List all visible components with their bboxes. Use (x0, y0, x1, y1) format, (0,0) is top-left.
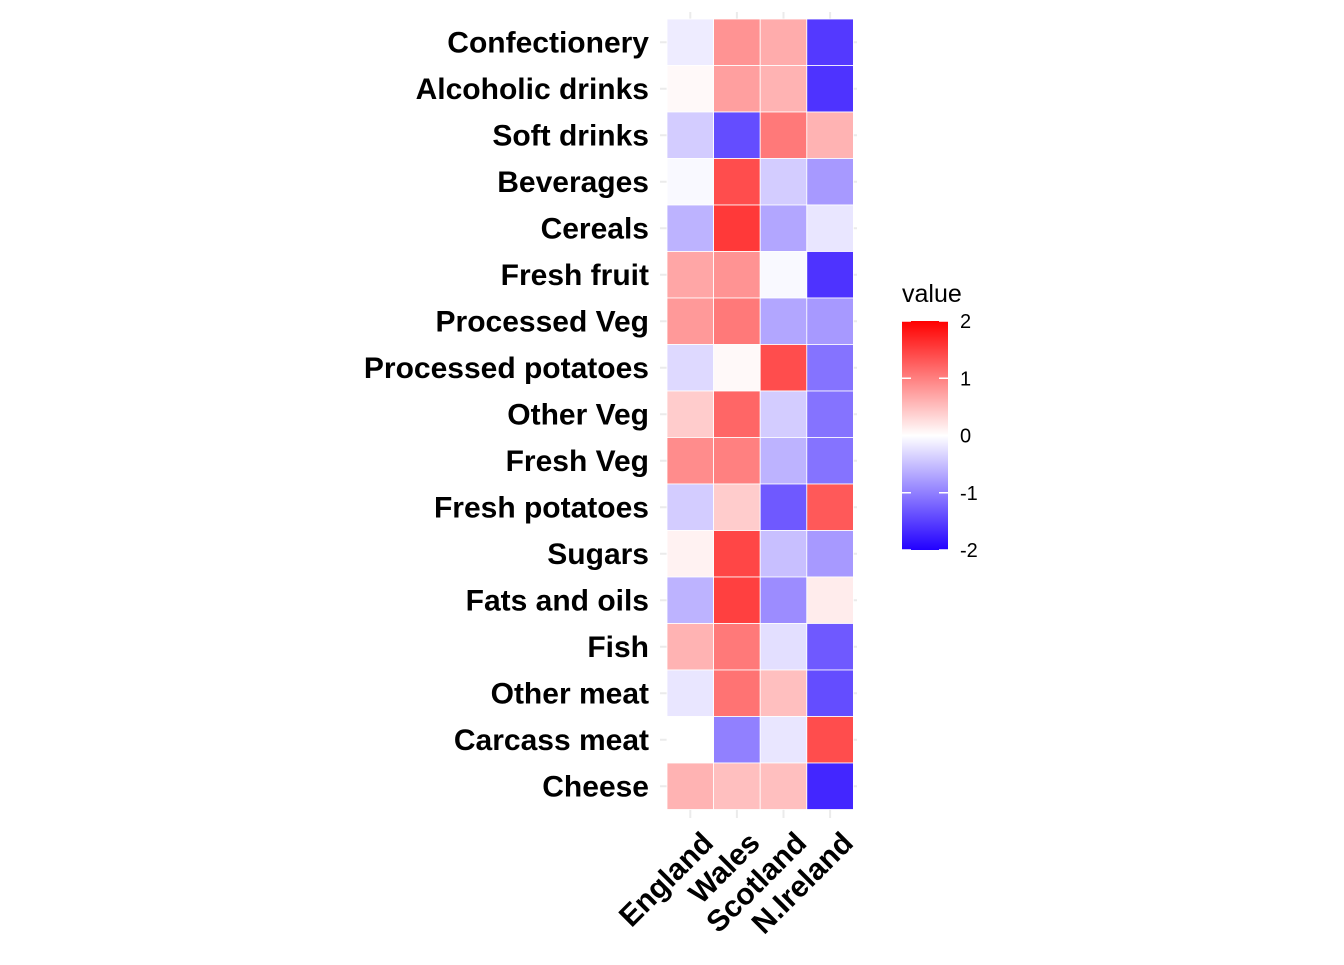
tile-processed-potatoes-scotland (759, 344, 808, 392)
tile-fresh-veg-scotland (759, 437, 808, 485)
tile-alcoholic-drinks-wales (713, 65, 761, 113)
tile-alcoholic-drinks-england (666, 65, 714, 113)
tile-fresh-potatoes-n-ireland (806, 483, 854, 531)
tile-other-meat-n-ireland (806, 669, 854, 717)
legend-tick-label-neg1: -1 (960, 483, 978, 505)
heatmap-tiles (666, 18, 854, 810)
row-label-confectionery: Confectionery (447, 26, 649, 59)
tile-cereals-wales (713, 204, 761, 252)
tile-confectionery-n-ireland (806, 18, 854, 66)
tile-soft-drinks-wales (713, 111, 761, 159)
tile-fish-n-ireland (806, 623, 854, 671)
tile-sugars-scotland (759, 530, 808, 578)
tile-cereals-scotland (759, 204, 808, 252)
row-label-processed-potatoes: Processed potatoes (364, 352, 649, 385)
tile-carcass-meat-wales (713, 716, 761, 764)
tile-fats-and-oils-scotland (759, 576, 808, 624)
tile-processed-potatoes-wales (713, 344, 761, 392)
tile-sugars-wales (713, 530, 761, 578)
tile-carcass-meat-scotland (759, 716, 808, 764)
row-label-fresh-fruit: Fresh fruit (501, 259, 649, 292)
legend-tick-label-neg2: -2 (960, 540, 978, 562)
tile-cereals-england (666, 204, 714, 252)
tile-confectionery-scotland (759, 18, 808, 66)
tile-beverages-england (666, 158, 714, 206)
tile-other-meat-scotland (759, 669, 808, 717)
tile-fresh-fruit-scotland (759, 251, 808, 299)
legend-tick-label-0: 0 (960, 426, 971, 448)
tile-fresh-fruit-england (666, 251, 714, 299)
row-label-other-meat: Other meat (491, 677, 649, 710)
tile-fresh-fruit-wales (713, 251, 761, 299)
tile-other-meat-wales (713, 669, 761, 717)
tile-processed-veg-england (666, 297, 714, 345)
row-label-cheese: Cheese (542, 770, 649, 803)
tile-cheese-england (666, 762, 714, 810)
tile-alcoholic-drinks-n-ireland (806, 65, 854, 113)
tile-other-veg-wales (713, 390, 761, 438)
row-label-fresh-potatoes: Fresh potatoes (434, 491, 649, 524)
tile-cheese-wales (713, 762, 761, 810)
row-label-beverages: Beverages (497, 166, 649, 199)
row-labels: Confectionery Alcoholic drinks Soft drinks… (364, 26, 649, 803)
tile-confectionery-wales (713, 18, 761, 66)
row-label-fresh-veg: Fresh Veg (506, 445, 649, 478)
tile-beverages-scotland (759, 158, 808, 206)
legend: value 2 1 0 -1 -2 (902, 280, 978, 562)
tile-processed-veg-wales (713, 297, 761, 345)
tile-sugars-n-ireland (806, 530, 854, 578)
tile-beverages-wales (713, 158, 761, 206)
row-label-carcass-meat: Carcass meat (454, 724, 649, 757)
tile-carcass-meat-n-ireland (806, 716, 854, 764)
tile-cereals-n-ireland (806, 204, 854, 252)
tile-fresh-potatoes-wales (713, 483, 761, 531)
tile-fresh-fruit-n-ireland (806, 251, 854, 299)
tile-other-veg-england (666, 390, 714, 438)
tile-beverages-n-ireland (806, 158, 854, 206)
tile-fresh-potatoes-scotland (759, 483, 808, 531)
tile-fats-and-oils-n-ireland (806, 576, 854, 624)
tile-fats-and-oils-england (666, 576, 714, 624)
tile-fish-wales (713, 623, 761, 671)
tile-other-veg-n-ireland (806, 390, 854, 438)
row-label-fats-and-oils: Fats and oils (466, 584, 649, 617)
tile-fresh-veg-england (666, 437, 714, 485)
tile-processed-veg-n-ireland (806, 297, 854, 345)
row-label-processed-veg: Processed Veg (436, 305, 649, 338)
tile-cheese-n-ireland (806, 762, 854, 810)
legend-tick-label-1: 1 (960, 368, 971, 390)
row-label-soft-drinks: Soft drinks (492, 119, 649, 152)
tile-alcoholic-drinks-scotland (759, 65, 808, 113)
legend-ticks: 2 1 0 -1 -2 (902, 311, 978, 562)
tile-fresh-potatoes-england (666, 483, 714, 531)
tile-confectionery-england (666, 18, 714, 66)
tile-fresh-veg-n-ireland (806, 437, 854, 485)
tile-soft-drinks-n-ireland (806, 111, 854, 159)
row-label-fish: Fish (587, 631, 649, 664)
tile-processed-veg-scotland (759, 297, 808, 345)
tile-soft-drinks-england (666, 111, 714, 159)
tile-processed-potatoes-n-ireland (806, 344, 854, 392)
legend-tick-label-2: 2 (960, 311, 971, 333)
row-label-cereals: Cereals (541, 212, 649, 245)
tile-fats-and-oils-wales (713, 576, 761, 624)
tile-fish-england (666, 623, 714, 671)
tile-processed-potatoes-england (666, 344, 714, 392)
tile-other-veg-scotland (759, 390, 808, 438)
row-label-alcoholic-drinks: Alcoholic drinks (416, 73, 649, 106)
tile-sugars-england (666, 530, 714, 578)
tile-fresh-veg-wales (713, 437, 761, 485)
tile-other-meat-england (666, 669, 714, 717)
row-label-sugars: Sugars (547, 538, 649, 571)
tile-fish-scotland (759, 623, 808, 671)
tile-soft-drinks-scotland (759, 111, 808, 159)
tile-cheese-scotland (759, 762, 808, 810)
tile-carcass-meat-england (666, 716, 714, 764)
legend-title: value (902, 280, 962, 308)
row-label-other-veg: Other Veg (507, 398, 649, 431)
